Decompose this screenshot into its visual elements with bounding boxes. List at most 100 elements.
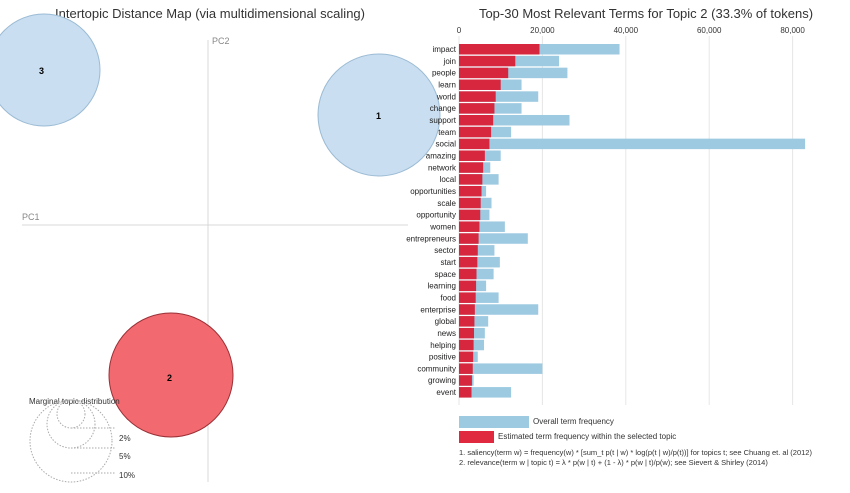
topic-frequency-bar (459, 351, 474, 363)
overall-frequency-bar (459, 138, 806, 150)
topic-frequency-bar (459, 339, 474, 351)
term-label[interactable]: opportunity (416, 211, 456, 220)
overall-frequency-bar (459, 292, 499, 303)
term-label[interactable]: helping (430, 341, 456, 350)
overall-frequency-bar (459, 387, 512, 398)
marginal-distribution-title: Marginal topic distribution (29, 397, 120, 406)
topic-frequency-bar (459, 55, 516, 67)
term-label[interactable]: women (429, 222, 456, 231)
topic-frequency-bar (459, 304, 475, 315)
term-label[interactable]: learn (438, 80, 456, 89)
term-label[interactable]: join (443, 57, 456, 66)
term-label[interactable]: local (440, 175, 457, 184)
term-label[interactable]: sector (434, 246, 456, 255)
x-tick-label: 20,000 (530, 26, 555, 35)
footnote-saliency: 1. saliency(term w) = frequency(w) * [su… (459, 448, 812, 457)
topic-frequency-bar (459, 79, 501, 90)
term-label[interactable]: growing (428, 376, 456, 385)
overall-frequency-bar (459, 233, 528, 244)
topic-frequency-bar (459, 245, 478, 256)
term-label[interactable]: start (440, 258, 456, 267)
intertopic-map-title: Intertopic Distance Map (via multidimens… (55, 6, 365, 21)
topic-circle-1[interactable]: 1 (317, 53, 441, 177)
overall-frequency-bar (459, 114, 570, 126)
topic-frequency-bars (459, 44, 540, 398)
topic-frequency-bar (459, 375, 472, 386)
marginal-label-5: 5% (119, 452, 131, 461)
overall-frequency-bar (459, 304, 539, 315)
term-label[interactable]: impact (432, 45, 456, 54)
term-label[interactable]: learning (428, 282, 456, 291)
term-label[interactable]: scale (437, 199, 456, 208)
topic-circle-3-shape[interactable] (0, 13, 101, 127)
pc1-axis-label: PC1 (22, 212, 40, 222)
term-label[interactable]: amazing (426, 151, 456, 160)
chart-title: Top-30 Most Relevant Terms for Topic 2 (… (479, 6, 813, 21)
x-tick-labels: 0 20,000 40,000 60,000 80,000 (457, 26, 806, 35)
topic-frequency-bar (459, 387, 472, 398)
topic-frequency-bar (459, 67, 509, 79)
topic-circle-2[interactable]: 2 (108, 312, 234, 438)
legend-overall-label: Overall term frequency (533, 417, 614, 426)
x-tick-label: 80,000 (780, 26, 805, 35)
legend-topic-swatch (459, 431, 494, 443)
x-tick-label: 40,000 (614, 26, 639, 35)
topic-frequency-bar (459, 138, 490, 150)
marginal-circle-10 (29, 399, 113, 483)
topic-circle-2-label: 2 (167, 373, 172, 383)
overall-frequency-bar (459, 221, 505, 232)
term-label[interactable]: social (436, 140, 457, 149)
term-label[interactable]: change (430, 104, 457, 113)
legend-overall-swatch (459, 416, 529, 428)
topic-frequency-bar (459, 150, 485, 161)
x-tick-label: 0 (457, 26, 462, 35)
term-label[interactable]: event (436, 388, 456, 397)
topic-frequency-bar (459, 174, 483, 185)
term-label[interactable]: space (435, 270, 457, 279)
topic-frequency-bar (459, 221, 480, 232)
topic-frequency-bar (459, 209, 481, 221)
topic-frequency-bar (459, 268, 477, 280)
topic-circle-1-shape[interactable] (317, 53, 441, 177)
marginal-circle-5 (46, 399, 96, 449)
term-label[interactable]: news (437, 329, 456, 338)
topic-frequency-bar (459, 292, 476, 303)
overall-frequency-bars (459, 44, 806, 398)
term-label[interactable]: world (436, 92, 456, 101)
term-label[interactable]: team (438, 128, 456, 137)
term-label[interactable]: food (440, 293, 456, 302)
term-label[interactable]: network (428, 163, 457, 172)
term-label[interactable]: community (417, 364, 456, 373)
topic-frequency-bar (459, 185, 482, 197)
term-label[interactable]: entrepreneurs (406, 234, 456, 243)
topic-frequency-bar (459, 256, 478, 268)
overall-frequency-bar (459, 91, 539, 102)
footnote-relevance: 2. relevance(term w | topic t) = λ * p(w… (459, 458, 768, 467)
topic-frequency-bar (459, 103, 495, 114)
term-label[interactable]: positive (429, 353, 457, 362)
term-label[interactable]: global (435, 317, 457, 326)
topic-frequency-bar (459, 233, 479, 244)
topic-circle-3-label: 3 (39, 66, 44, 76)
topic-frequency-bar (459, 44, 540, 55)
topic-circle-3[interactable]: 3 (0, 13, 101, 127)
term-labels[interactable]: impact join people learn world change support t… (406, 45, 457, 397)
topic-frequency-bar (459, 197, 481, 209)
topic-frequency-bar (459, 280, 477, 292)
topic-circle-1-label: 1 (376, 111, 381, 121)
marginal-label-2: 2% (119, 434, 131, 443)
pc2-axis-label: PC2 (212, 36, 230, 46)
term-label[interactable]: support (429, 116, 456, 125)
overall-frequency-bar (459, 67, 568, 79)
term-label[interactable]: people (432, 69, 457, 78)
x-tick-label: 60,000 (697, 26, 722, 35)
topic-frequency-bar (459, 91, 496, 102)
topic-frequency-bar (459, 327, 475, 339)
topic-circle-2-shape[interactable] (108, 312, 234, 438)
term-label[interactable]: opportunities (410, 187, 456, 196)
topic-frequency-bar (459, 126, 492, 138)
term-label[interactable]: enterprise (420, 305, 456, 314)
overall-frequency-bar (459, 363, 543, 374)
